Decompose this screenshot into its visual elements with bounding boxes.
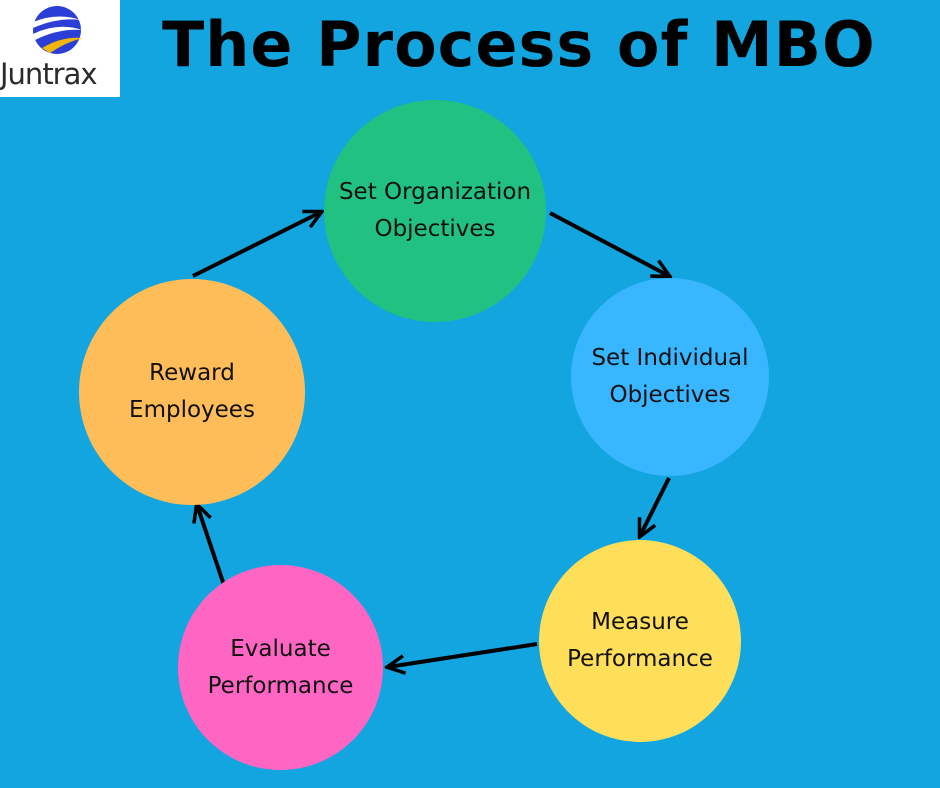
arrow-individual-to-measure [640, 477, 671, 536]
node-reward-employees: Reward Employees [79, 279, 305, 505]
juntrax-logo: Juntrax [0, 0, 120, 97]
arrow-org-to-individual [549, 211, 669, 276]
node-set-organization-objectives: Set Organization Objectives [324, 100, 546, 322]
page-title: The Process of MBO [162, 8, 876, 81]
node-evaluate-performance: Evaluate Performance [178, 565, 383, 770]
globe-swoosh-icon [33, 6, 83, 54]
node-label: Evaluate Performance [207, 635, 354, 699]
logo-wordmark: Juntrax [0, 57, 98, 91]
node-label: Reward Employees [129, 360, 255, 423]
node-label: Set Individual Objectives [591, 345, 749, 408]
arrow-reward-to-org [192, 212, 321, 278]
node-set-individual-objectives: Set Individual Objectives [571, 278, 769, 476]
arrow-measure-to-evaluate [388, 642, 538, 667]
node-label: Set Organization Objectives [338, 179, 532, 242]
node-measure-performance: Measure Performance [539, 540, 741, 742]
node-label: Measure Performance [567, 609, 713, 672]
